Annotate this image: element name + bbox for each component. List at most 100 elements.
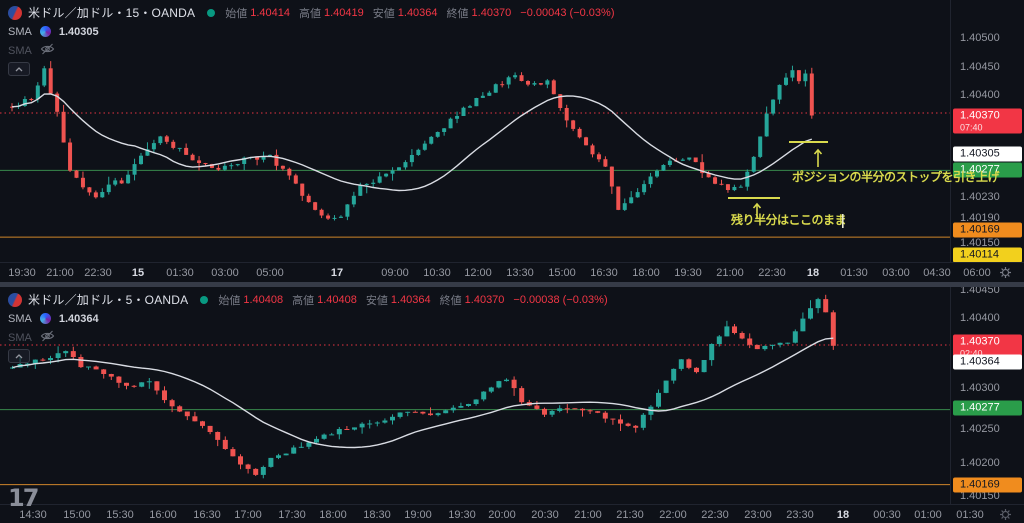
- price-tick-label: 1.40400: [960, 312, 1000, 324]
- candlestick-chart-5m[interactable]: [0, 287, 950, 504]
- sma-hidden-legend-row[interactable]: SMA: [8, 43, 623, 58]
- sma-legend-row[interactable]: SMA 1.40305: [8, 24, 623, 39]
- candle: [633, 425, 639, 428]
- time-tick-label: 18:00: [319, 509, 347, 521]
- market-status-dot-icon: [207, 8, 216, 17]
- close-value: 1.40370: [464, 293, 505, 306]
- candle: [268, 457, 274, 467]
- price-scale-5m[interactable]: 1.40450 1.40400 1.40300 1.40250 1.40200 1.401…: [950, 284, 1024, 504]
- candle: [293, 175, 298, 184]
- candle: [435, 132, 440, 137]
- candle: [329, 434, 335, 436]
- candle: [116, 376, 122, 383]
- candle: [732, 187, 737, 191]
- price-tick-label: 1.40300: [960, 382, 1000, 394]
- candle: [192, 416, 198, 422]
- candle: [758, 136, 763, 157]
- candle: [197, 160, 202, 163]
- pane-collapse-button[interactable]: [8, 62, 30, 76]
- symbol-title[interactable]: 米ドル／加ドル・15・OANDA: [28, 6, 196, 20]
- open-value: 1.40414: [250, 6, 290, 19]
- candle: [764, 113, 769, 137]
- candle: [713, 177, 718, 184]
- candle: [86, 366, 91, 368]
- candle: [405, 411, 411, 413]
- pane-collapse-button[interactable]: [8, 349, 30, 363]
- candle: [261, 155, 266, 160]
- candle: [276, 455, 281, 458]
- candle: [815, 299, 821, 309]
- candle: [467, 106, 472, 108]
- high-label: 高値: [299, 7, 321, 20]
- time-tick-label: 01:30: [956, 509, 984, 521]
- candle: [800, 318, 806, 332]
- symbol-title[interactable]: 米ドル／加ドル・5・OANDA: [28, 293, 189, 307]
- sma-value: 1.40305: [58, 25, 99, 38]
- candle: [700, 162, 705, 174]
- candle: [300, 183, 305, 196]
- candle: [371, 182, 376, 184]
- candle: [409, 155, 414, 163]
- time-tick-label: 22:30: [701, 509, 729, 521]
- time-tick-label: 03:00: [211, 267, 239, 279]
- time-tick-label: 15:00: [548, 267, 576, 279]
- candle: [663, 380, 669, 393]
- candle: [101, 369, 107, 374]
- candle: [119, 180, 124, 184]
- candle: [200, 421, 205, 426]
- candle: [332, 217, 337, 219]
- time-axis-settings-gear-icon[interactable]: [999, 508, 1012, 523]
- time-axis-5m[interactable]: 14:30 15:00 15:30 16:00 16:30 17:00 17:30 18:00…: [0, 504, 1024, 523]
- price-badge: 1.40370 07:40: [953, 108, 1022, 134]
- price-scale-15m[interactable]: 1.40500 1.40450 1.40400 1.40230 1.40190 1.401…: [950, 0, 1024, 263]
- candle: [390, 416, 395, 421]
- sma-line[interactable]: [11, 93, 813, 192]
- time-axis-15m[interactable]: 19:30 21:00 22:30 15 01:30 03:00 05:00 17 09:00 1…: [0, 262, 1024, 283]
- candle: [622, 203, 627, 210]
- candle: [10, 367, 15, 369]
- candle: [678, 359, 684, 369]
- candle: [145, 149, 150, 156]
- candle: [177, 406, 183, 412]
- eye-slash-icon[interactable]: [40, 42, 55, 60]
- candle: [610, 418, 616, 420]
- candle: [603, 159, 608, 167]
- candle: [48, 68, 53, 94]
- candle: [584, 137, 589, 146]
- time-tick-label: 18:30: [363, 509, 391, 521]
- candle: [785, 342, 791, 344]
- sma-indicator-icon: [39, 26, 51, 37]
- time-tick-label: 13:30: [506, 267, 534, 279]
- candle: [506, 77, 511, 85]
- pane-resize-separator[interactable]: [0, 282, 1024, 287]
- candle: [344, 429, 350, 430]
- time-tick-label: 21:30: [616, 509, 644, 521]
- tradingview-logo: 17: [8, 484, 39, 512]
- sma-legend-row[interactable]: SMA 1.40364: [8, 311, 617, 326]
- candle: [558, 94, 563, 108]
- price-badge: 1.40305: [953, 146, 1022, 162]
- candle: [158, 136, 163, 144]
- candle: [184, 411, 190, 417]
- sma-line[interactable]: [12, 337, 834, 449]
- time-tick-label: 05:00: [256, 267, 284, 279]
- sma-value: 1.40364: [58, 312, 99, 325]
- sma-label: SMA: [8, 25, 32, 38]
- price-badge: 1.40364: [953, 354, 1022, 370]
- time-axis-settings-gear-icon[interactable]: [999, 266, 1012, 284]
- price-tick-label: 1.40400: [960, 89, 1000, 101]
- candle: [792, 331, 798, 343]
- candle: [564, 408, 570, 410]
- candle: [298, 446, 304, 448]
- candle: [93, 366, 99, 370]
- time-tick-label: 14:30: [19, 509, 47, 521]
- candle: [113, 180, 118, 185]
- sma-hidden-legend-row[interactable]: SMA: [8, 330, 617, 345]
- candlestick-chart-15m[interactable]: [0, 0, 950, 262]
- candle: [609, 166, 614, 187]
- time-tick-label: 15: [131, 267, 145, 279]
- close-label: 終値: [446, 7, 469, 20]
- candle: [131, 385, 137, 387]
- eye-slash-icon[interactable]: [40, 329, 55, 347]
- candle: [725, 184, 730, 190]
